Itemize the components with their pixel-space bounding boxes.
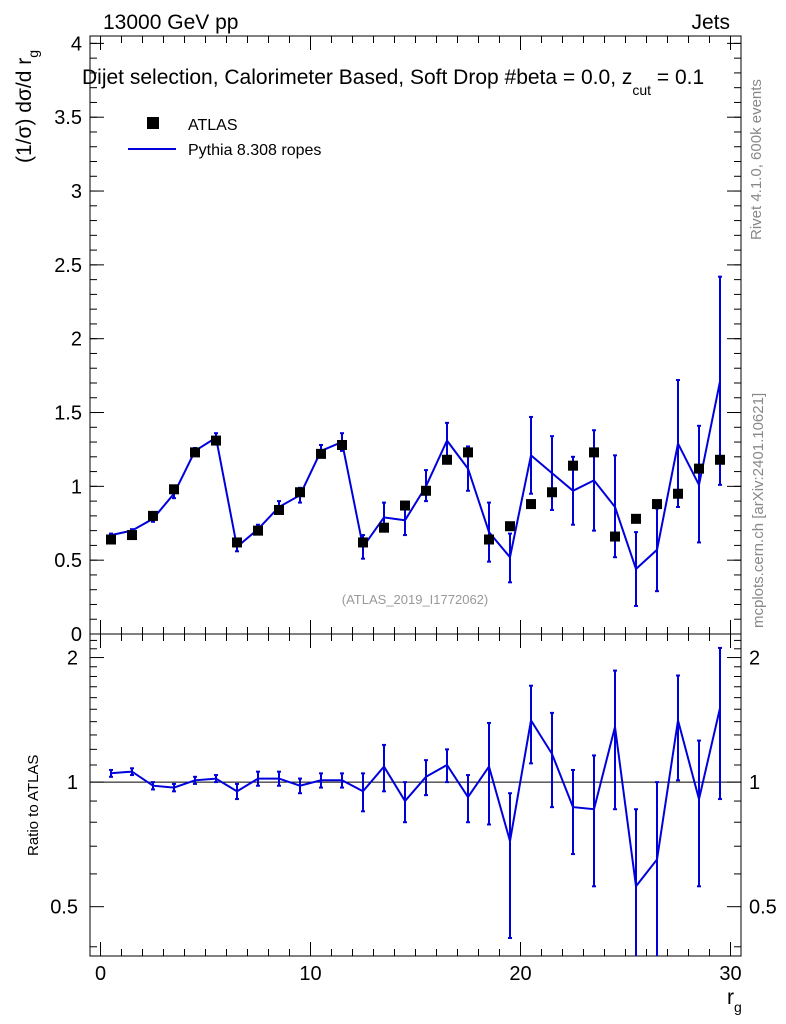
main-ytick-label: 2 [71,329,82,351]
main-ylabel: (1/σ) dσ/d rg [13,50,41,163]
header-energy: 13000 GeV pp [103,11,238,34]
xlabel-sub: g [734,999,742,1015]
atlas-marker [631,513,641,524]
analysis-id: (ATLAS_2019_I1772062) [342,592,488,607]
ratio-ytick-label-right: 2 [749,648,760,670]
atlas-marker [421,485,431,496]
plot-title-main: Dijet selection, Calorimeter Based, Soft… [82,66,632,89]
atlas-marker [106,534,116,545]
ratio-line [110,707,721,889]
main-ytick-label: 1.5 [54,403,82,425]
plot-title-tail: = 0.1 [651,66,704,89]
main-ylabel-text: (1/σ) dσ/d r [13,58,36,163]
xtick-label: 30 [719,963,741,985]
legend-pythia-label: Pythia 8.308 ropes [188,142,321,159]
main-ytick-label: 3.5 [54,107,82,129]
atlas-marker [526,499,536,510]
atlas-marker [190,447,200,458]
atlas-marker [400,500,410,511]
atlas-marker [505,521,515,532]
rivet-label: Rivet 4.1.0, 600k events [748,79,765,240]
atlas-marker [274,504,284,515]
atlas-marker [484,534,494,545]
atlas-marker [316,448,326,459]
ratio-ylabel: Ratio to ATLAS [25,755,42,856]
main-ylabel-sub: g [25,50,41,58]
main-ytick-label: 2.5 [54,255,82,277]
main-axes: 0 0.5 1 1.5 2 2.5 3 3.5 4 [54,33,741,646]
xtick-label: 20 [509,963,531,985]
atlas-marker [568,460,578,471]
xlabel-text: r [727,986,734,1009]
atlas-marker [442,454,452,465]
atlas-marker [547,487,557,498]
pythia-line [110,381,721,571]
atlas-marker [610,531,620,542]
legend-atlas-label: ATLAS [188,117,238,134]
ratio-panel-frame [89,633,742,957]
atlas-marker [211,435,221,446]
atlas-marker [589,447,599,458]
ratio-data [109,646,722,956]
atlas-marker [379,522,389,533]
atlas-marker [694,463,704,474]
main-ytick-label: 0 [71,624,82,646]
atlas-marker [715,454,725,465]
header-process: Jets [691,11,730,34]
main-ytick-label: 1 [71,476,82,498]
ratio-ytick-label-right: 0.5 [749,897,777,919]
ratio-ytick-label: 1 [67,772,78,794]
xtick-label: 10 [299,963,321,985]
atlas-marker [253,525,263,536]
atlas-marker [463,447,473,458]
ratio-ytick-label-right: 1 [749,772,760,794]
atlas-marker [127,530,137,541]
atlas-marker [295,487,305,498]
atlas-marker [148,510,158,521]
ratio-axes: 0.5 0.51 12 20 10 20 30 [50,634,777,985]
xlabel: rg [727,986,742,1015]
main-ytick-label: 4 [71,33,82,55]
plot-title-sub: cut [632,82,651,98]
plot-title: Dijet selection, Calorimeter Based, Soft… [82,66,704,98]
atlas-marker [652,499,662,510]
main-ytick-label: 0.5 [54,550,82,572]
atlas-marker [169,484,179,495]
ratio-ytick-label: 0.5 [50,897,78,919]
legend-atlas-marker [147,117,159,129]
atlas-marker [337,440,347,451]
main-ytick-label: 3 [71,181,82,203]
atlas-marker [673,488,683,499]
xtick-label: 0 [95,963,106,985]
ratio-ytick-label: 2 [67,648,78,670]
atlas-marker [358,537,368,548]
atlas-marker [232,537,242,548]
mcplots-label: mcplots.cern.ch [arXiv:2401.10621] [750,393,767,628]
